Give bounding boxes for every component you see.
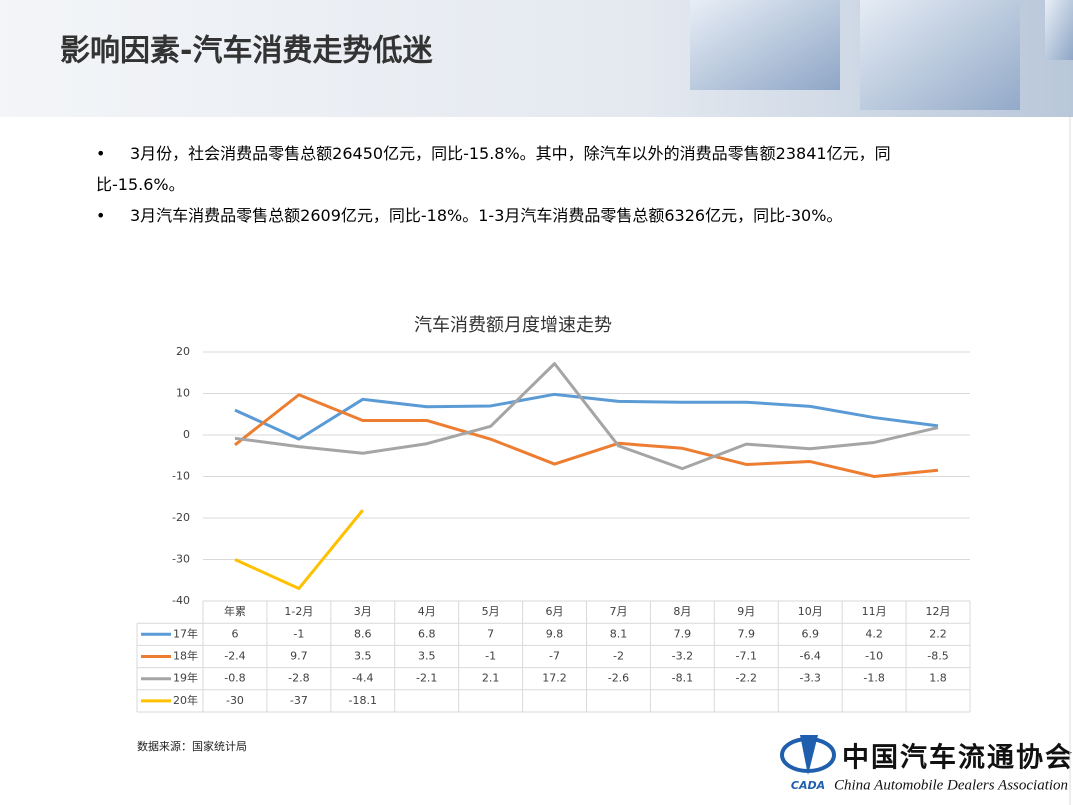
y-tick-label: -40 [172,594,190,607]
chart-title: 汽车消费额月度增速走势 [414,315,612,336]
y-tick-label: 10 [176,387,190,400]
table-value: -8.1 [672,672,693,685]
table-value: -1 [293,627,304,640]
x-tick-label: 8月 [673,605,691,618]
table-value: -2.2 [736,672,757,685]
x-tick-label: 11月 [862,605,887,618]
legend-label: 20年 [173,693,198,707]
series-line [234,509,364,591]
source: 数据来源：国家统计局 [137,739,247,753]
x-tick-label: 3月 [354,605,372,618]
table-value: 7 [487,627,494,640]
table-value: -3.2 [672,650,693,663]
decor-cube [690,0,840,90]
series-line [234,362,939,471]
table-value: -3.3 [799,672,820,685]
table-value: -1 [485,650,496,663]
series-line [234,393,939,478]
table-value: -37 [290,694,308,707]
table-value: -6.4 [799,650,820,663]
table-value: 2.2 [929,627,947,640]
x-tick-label: 10月 [798,605,823,618]
table-value: 2.1 [482,672,500,685]
bullet: • 3月汽车消费品零售总额2609亿元，同比-18%。1-3月汽车消费品零售总额6… [96,206,843,225]
x-tick-label: 5月 [482,605,500,618]
table-value: -4.4 [352,672,373,685]
table-value: -2 [613,650,624,663]
y-tick-label: -30 [172,553,190,566]
table-value: -10 [865,650,883,663]
table-value: -18.1 [349,694,377,707]
table-value: -2.8 [288,672,309,685]
table-value: -1.8 [863,672,884,685]
table-value: -30 [226,694,244,707]
y-tick-label: -20 [172,511,190,524]
x-tick-label: 年累 [224,604,246,618]
table-value: -7 [549,650,560,663]
y-tick-label: 0 [183,428,190,441]
x-tick-label: 7月 [609,605,627,618]
table-value: 9.8 [546,627,564,640]
y-tick-label: -10 [172,470,190,483]
bullet-text: 3月汽车消费品零售总额2609亿元，同比-18%。1-3月汽车消费品零售总额63… [130,206,843,225]
table-value: -2.6 [608,672,629,685]
table-value: 1.8 [929,672,947,685]
x-tick-label: 1-2月 [284,605,313,618]
table-value: 6 [231,627,238,640]
legend-label: 18年 [173,649,198,663]
table-value: 6.8 [418,627,436,640]
table-value: 8.1 [610,627,628,640]
bullet: • 3月份，社会消费品零售总额26450亿元，同比-15.8%。其中，除汽车以外的… [96,144,891,194]
x-tick-label: 9月 [737,605,755,618]
table-value: 17.2 [542,672,567,685]
decor-cube [1045,0,1073,60]
y-tick-label: 20 [176,345,190,358]
logo-emblem [800,735,818,775]
legend-label: 17年 [173,626,198,640]
legend-label: 19年 [173,671,198,685]
x-tick-label: 12月 [926,605,951,618]
x-tick-label: 6月 [546,605,564,618]
table-value: -2.4 [224,650,245,663]
table-value: 4.2 [865,627,883,640]
table-value: -7.1 [736,650,757,663]
table-value: 3.5 [354,650,372,663]
table-value: -0.8 [224,672,245,685]
table-value: 8.6 [354,627,372,640]
x-tick-label: 4月 [418,605,436,618]
table-value: 7.9 [738,627,756,640]
decor-cube [860,0,1020,110]
logo-en: China Automobile Dealers Association [834,777,1068,793]
series-line [234,392,939,441]
table-value: 9.7 [290,650,308,663]
table-value: 7.9 [674,627,692,640]
logo-abbr: CADA [791,779,825,792]
page-title: 影响因素-汽车消费走势低迷 [60,34,433,69]
table-value: -2.1 [416,672,437,685]
bullet-text: 3月份，社会消费品零售总额26450亿元，同比-15.8%。其中，除汽车以外的消… [96,144,891,194]
table-value: -8.5 [927,650,948,663]
table-value: 6.9 [801,627,819,640]
table-value: 3.5 [418,650,436,663]
logo-cn: 中国汽车流通协会 [842,742,1073,774]
